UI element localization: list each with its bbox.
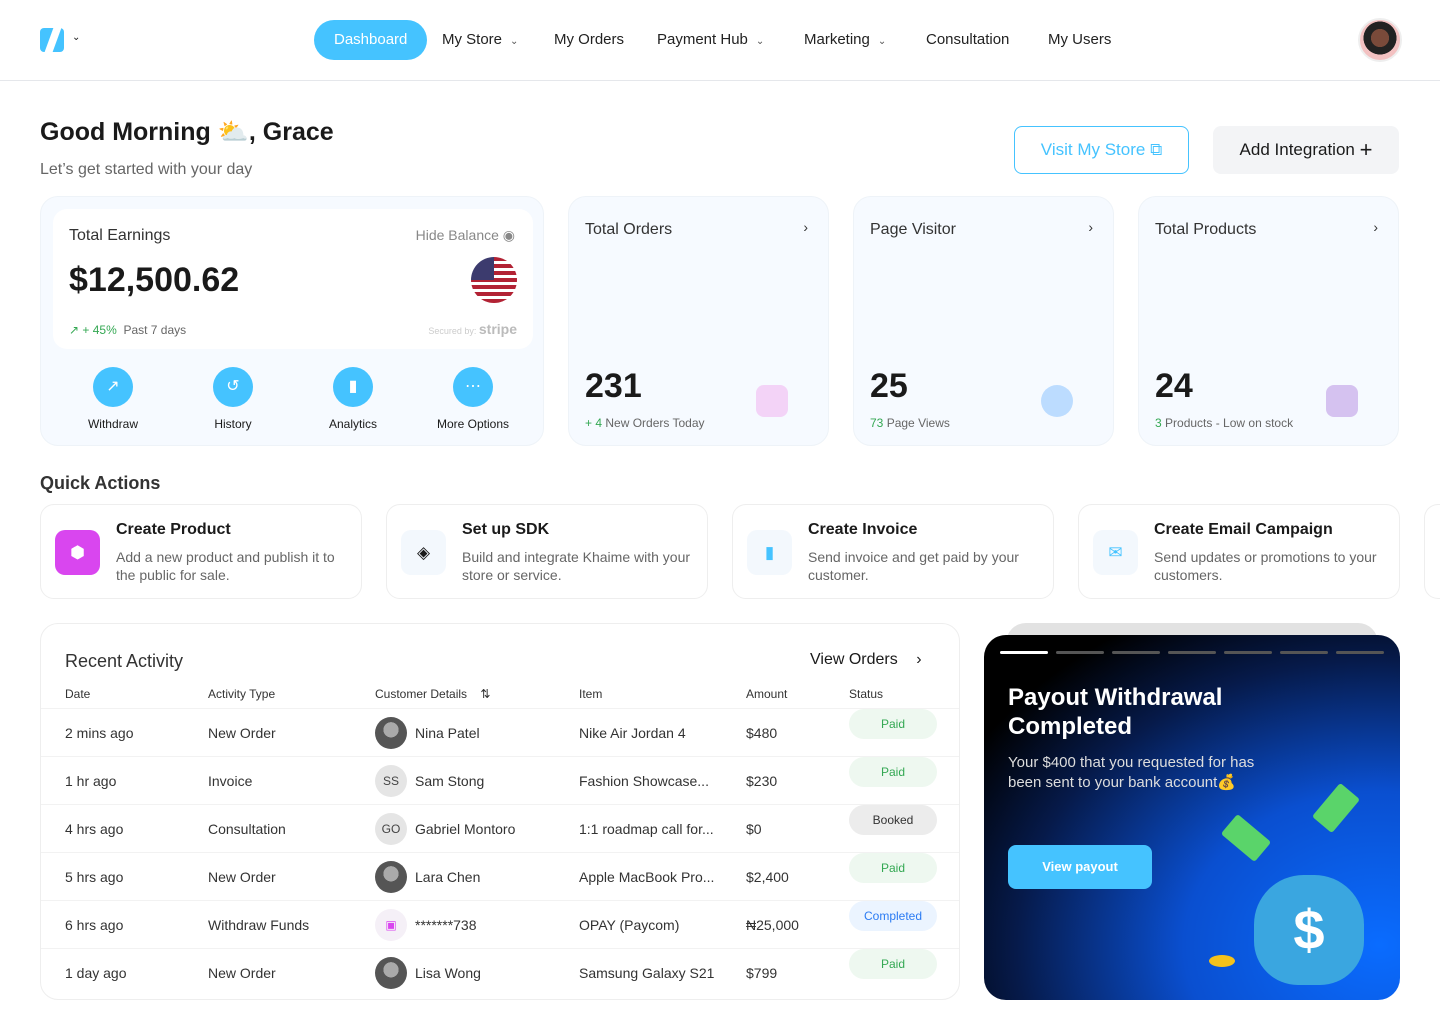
status-badge: Completed [849, 901, 937, 931]
promo-title: Payout Withdrawal Completed [1008, 684, 1223, 740]
history-icon: ↺ [213, 367, 253, 407]
avatar [375, 717, 407, 749]
promo-card: Payout Withdrawal Completed Your $400 th… [984, 635, 1400, 1000]
analytics-button[interactable]: ▮ Analytics [303, 367, 403, 431]
plus-icon: + [1359, 137, 1373, 162]
basket-icon [756, 385, 788, 417]
us-flag-icon[interactable] [471, 257, 517, 303]
banknote-icon [1220, 813, 1272, 863]
column-header: Item [579, 687, 603, 701]
stat-card-page-visitor[interactable]: Page Visitor › 25 73 Page Views [853, 196, 1114, 446]
quick-action-create-email-campaign[interactable]: ✉ Create Email Campaign Send updates or pr… [1078, 504, 1400, 599]
coin-icon [1209, 955, 1235, 967]
nav-item-my-orders[interactable]: My Orders [554, 31, 625, 48]
chevron-right-icon[interactable]: › [1088, 219, 1093, 235]
trend-up-icon: ↗ [69, 323, 80, 337]
column-header: Amount [746, 687, 788, 701]
view-payout-button[interactable]: View payout [1008, 845, 1152, 889]
nav-item-marketing[interactable]: Marketing ⌄ [804, 31, 887, 48]
status-badge: Paid [849, 757, 937, 787]
more-icon: ⋯ [453, 367, 493, 407]
status-badge: Booked [849, 805, 937, 835]
avatar [375, 957, 407, 989]
eye-icon: ◉ [502, 227, 515, 243]
earnings-card: Total Earnings Hide Balance ◉ $12,500.62… [40, 196, 544, 446]
quick-actions-title: Quick Actions [40, 473, 161, 493]
stripe-logo: stripe [478, 321, 517, 337]
nav-item-my-users[interactable]: My Users [1048, 31, 1112, 48]
status-badge: Paid [849, 949, 937, 979]
chevron-down-icon[interactable]: ⌄ [72, 32, 81, 43]
column-header[interactable]: Customer Details ⇅ [375, 687, 491, 701]
chevron-right-icon[interactable]: › [1373, 219, 1378, 235]
page-subtitle: Let’s get started with your day [40, 161, 253, 178]
avatar[interactable] [1358, 18, 1402, 62]
visit-store-button[interactable]: Visit My Store ⧉ [1014, 126, 1189, 174]
external-link-icon: ⧉ [1150, 140, 1163, 159]
column-header: Date [65, 687, 91, 701]
chevron-down-icon: ⌄ [510, 36, 519, 47]
history-button[interactable]: ↺ History [183, 367, 283, 431]
slide-indicator[interactable] [1280, 651, 1328, 654]
money-bag-icon: ▣ [375, 909, 407, 941]
quick-action-create-invoice[interactable]: ▮ Create Invoice Send invoice and get paid… [732, 504, 1054, 599]
nav-item-payment-hub[interactable]: Payment Hub ⌄ [657, 31, 765, 48]
sort-icon: ⇅ [480, 687, 491, 701]
view-orders-link[interactable]: View Orders › [810, 651, 922, 668]
invoice-icon: ▮ [747, 530, 792, 575]
recent-activity-title: Recent Activity [65, 651, 184, 671]
nav-item-consultation[interactable]: Consultation [926, 31, 1010, 48]
globe-icon [1041, 385, 1073, 417]
table-row[interactable]: 4 hrs ago Consultation GO Gabriel Montoro 1:… [41, 804, 959, 852]
table-row[interactable]: 5 hrs ago New Order Lara Chen Apple MacBook… [41, 852, 959, 900]
slide-indicator[interactable] [1112, 651, 1160, 654]
status-badge: Paid [849, 853, 937, 883]
page-title: Good Morning ⛅, Grace [40, 118, 334, 146]
chevron-down-icon: ⌄ [877, 36, 887, 47]
slide-indicator[interactable] [1000, 651, 1048, 654]
stat-card-total-products[interactable]: Total Products › 24 3 Products - Low on sto… [1138, 196, 1399, 446]
hide-balance-toggle[interactable]: Hide Balance ◉ [415, 227, 515, 243]
add-integration-button[interactable]: Add Integration + [1213, 126, 1399, 174]
money-bag-icon: $ [1254, 875, 1364, 985]
avatar: SS [375, 765, 407, 797]
table-row[interactable]: 1 day ago New Order Lisa Wong Samsung Galax… [41, 948, 959, 996]
cube-icon: ◈ [401, 530, 446, 575]
chevron-right-icon[interactable]: › [803, 219, 808, 235]
box-icon [1326, 385, 1358, 417]
nav-item-my-store[interactable]: My Store ⌄ [442, 31, 519, 48]
logo[interactable] [40, 28, 64, 52]
earnings-amount: $12,500.62 [69, 261, 240, 299]
column-header: Status [849, 687, 884, 701]
avatar: GO [375, 813, 407, 845]
arrow-up-right-icon: ↗ [93, 367, 133, 407]
withdraw-button[interactable]: ↗ Withdraw [63, 367, 163, 431]
slide-indicator[interactable] [1336, 651, 1384, 654]
package-icon: ⬢ [55, 530, 100, 575]
top-nav: ⌄ Dashboard My Store ⌄ My Orders Payment Hub… [0, 0, 1440, 81]
table-row[interactable]: 1 hr ago Invoice SS Sam Stong Fashion Showca… [41, 756, 959, 804]
banknote-icon [1311, 782, 1361, 834]
nav-item-dashboard[interactable]: Dashboard [314, 20, 428, 60]
more-options-button[interactable]: ⋯ More Options [423, 367, 523, 431]
chevron-right-icon: › [916, 651, 922, 668]
slide-indicator[interactable] [1056, 651, 1104, 654]
quick-action-create-product[interactable]: ⬢ Create Product Add a new product and pub… [40, 504, 362, 599]
status-badge: Paid [849, 709, 937, 739]
bar-chart-icon: ▮ [333, 367, 373, 407]
table-row[interactable]: 6 hrs ago Withdraw Funds ▣ *******738 OPAY (… [41, 900, 959, 948]
column-header: Activity Type [208, 687, 276, 701]
chevron-down-icon: ⌄ [755, 36, 765, 47]
recent-activity-card: Recent Activity View Orders › Date Activi… [40, 623, 960, 1000]
avatar [375, 861, 407, 893]
table-row[interactable]: 2 mins ago New Order Nina Patel Nike Air Jo… [41, 708, 959, 756]
earnings-title: Total Earnings [69, 227, 171, 244]
email-icon: ✉ [1093, 530, 1138, 575]
promo-body: Your $400 that you requested for has bee… [1008, 754, 1255, 791]
slide-indicator[interactable] [1224, 651, 1272, 654]
quick-action-set-up-sdk[interactable]: ◈ Set up SDK Build and integrate Khaime wi… [386, 504, 708, 599]
stat-card-total-orders[interactable]: Total Orders › 231 + 4 New Orders Today [568, 196, 829, 446]
slide-indicator[interactable] [1168, 651, 1216, 654]
quick-action-overflow[interactable] [1424, 504, 1440, 599]
